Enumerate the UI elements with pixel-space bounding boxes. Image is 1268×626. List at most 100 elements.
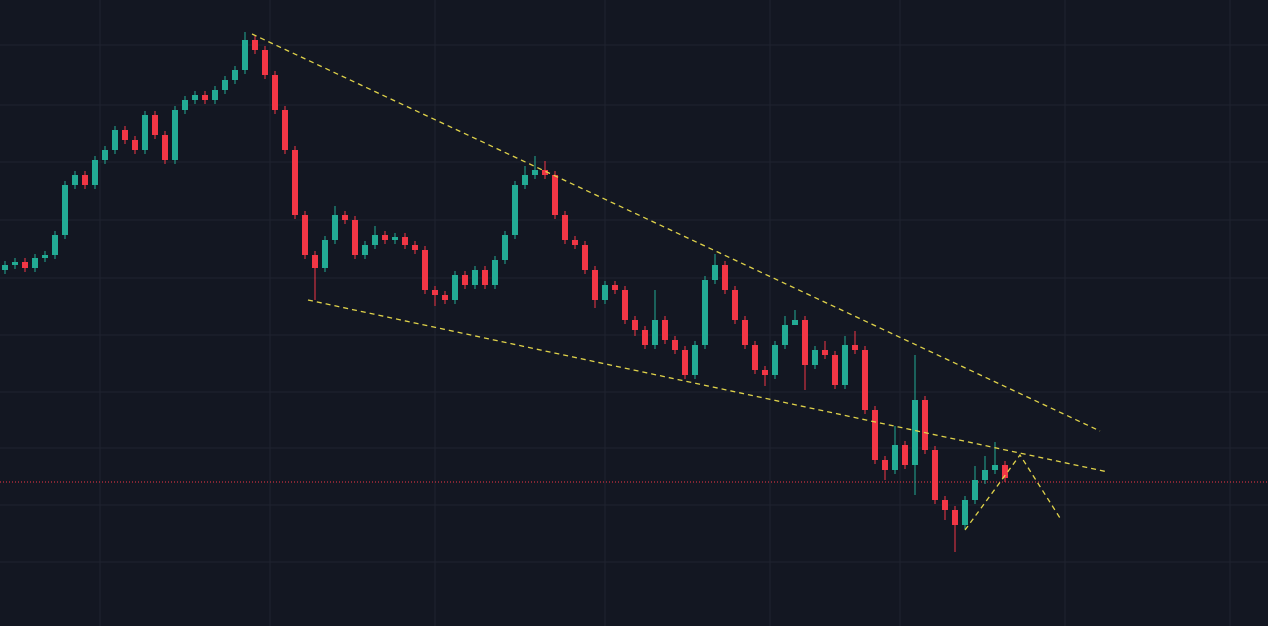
candle-body bbox=[262, 50, 268, 75]
candle-body bbox=[172, 110, 178, 160]
trendline bbox=[307, 299, 1109, 473]
candle-body bbox=[532, 170, 538, 175]
candle-body bbox=[672, 340, 678, 350]
candle-body bbox=[782, 325, 788, 345]
candle-body bbox=[242, 40, 248, 70]
candle-body bbox=[722, 265, 728, 290]
candle-body bbox=[992, 465, 998, 470]
candle-body bbox=[522, 175, 528, 185]
candle-body bbox=[962, 500, 968, 525]
candle-body bbox=[192, 95, 198, 100]
candle-body bbox=[832, 355, 838, 385]
candle-body bbox=[422, 250, 428, 290]
candle-body bbox=[212, 90, 218, 100]
candle-body bbox=[402, 237, 408, 245]
candle-body bbox=[62, 185, 68, 235]
candle-body bbox=[942, 500, 948, 510]
candle-body bbox=[662, 320, 668, 340]
candle-body bbox=[892, 445, 898, 470]
candle-body bbox=[162, 135, 168, 160]
candle-body bbox=[632, 320, 638, 330]
candle-body bbox=[482, 270, 488, 285]
candle-body bbox=[652, 320, 658, 345]
candle-body bbox=[562, 215, 568, 240]
candle-body bbox=[332, 215, 338, 240]
candle-body bbox=[252, 40, 258, 50]
candle-body bbox=[102, 150, 108, 160]
candle-body bbox=[42, 255, 48, 258]
candle-body bbox=[702, 280, 708, 345]
candle-body bbox=[472, 270, 478, 285]
candle-body bbox=[452, 275, 458, 300]
candle-body bbox=[802, 320, 808, 365]
candle-body bbox=[392, 237, 398, 240]
candle-body bbox=[932, 450, 938, 500]
candle-body bbox=[32, 258, 38, 268]
candle-body bbox=[282, 110, 288, 150]
candle-body bbox=[682, 350, 688, 375]
candle-body bbox=[922, 400, 928, 450]
candle-body bbox=[602, 285, 608, 300]
candle-body bbox=[182, 100, 188, 110]
candle-body bbox=[592, 270, 598, 300]
candle-body bbox=[852, 345, 858, 350]
candle-body bbox=[982, 470, 988, 480]
projection bbox=[964, 453, 1061, 531]
trendline bbox=[251, 33, 1101, 432]
candle-body bbox=[112, 130, 118, 150]
candle-body bbox=[272, 75, 278, 110]
candle-body bbox=[812, 350, 818, 365]
candle-body bbox=[642, 330, 648, 345]
candle-body bbox=[312, 255, 318, 268]
candle-body bbox=[442, 295, 448, 300]
candle-body bbox=[492, 260, 498, 285]
candle-body bbox=[692, 345, 698, 375]
candle-body bbox=[552, 175, 558, 215]
candle-body bbox=[432, 290, 438, 295]
candle-body bbox=[792, 320, 798, 325]
candle-body bbox=[912, 400, 918, 465]
candle-body bbox=[22, 262, 28, 268]
candle-body bbox=[2, 265, 8, 270]
candle-body bbox=[362, 245, 368, 255]
candle-body bbox=[152, 115, 158, 135]
candle-body bbox=[772, 345, 778, 375]
candle-body bbox=[752, 345, 758, 370]
trendlines bbox=[251, 33, 1109, 531]
candle-body bbox=[222, 80, 228, 90]
candle-body bbox=[882, 460, 888, 470]
candle-body bbox=[92, 160, 98, 185]
candles bbox=[2, 32, 1008, 552]
candle-body bbox=[462, 275, 468, 285]
candle-body bbox=[82, 175, 88, 185]
candle-body bbox=[302, 215, 308, 255]
candle-body bbox=[12, 262, 18, 265]
candle-body bbox=[712, 265, 718, 280]
candle-body bbox=[232, 70, 238, 80]
candle-body bbox=[142, 115, 148, 150]
candle-body bbox=[382, 235, 388, 240]
candle-body bbox=[572, 240, 578, 245]
candle-body bbox=[1002, 465, 1008, 478]
candle-body bbox=[862, 350, 868, 410]
candle-body bbox=[762, 370, 768, 375]
candle-body bbox=[412, 245, 418, 250]
candle-body bbox=[72, 175, 78, 185]
candle-body bbox=[342, 215, 348, 220]
candle-body bbox=[512, 185, 518, 235]
candle-body bbox=[732, 290, 738, 320]
candle-body bbox=[322, 240, 328, 268]
candle-body bbox=[952, 510, 958, 525]
candle-body bbox=[502, 235, 508, 260]
candle-body bbox=[122, 130, 128, 140]
candle-body bbox=[292, 150, 298, 215]
candle-body bbox=[902, 445, 908, 465]
candle-body bbox=[202, 95, 208, 100]
candle-body bbox=[612, 285, 618, 290]
candle-body bbox=[622, 290, 628, 320]
candle-body bbox=[352, 220, 358, 255]
candle-body bbox=[542, 170, 548, 175]
